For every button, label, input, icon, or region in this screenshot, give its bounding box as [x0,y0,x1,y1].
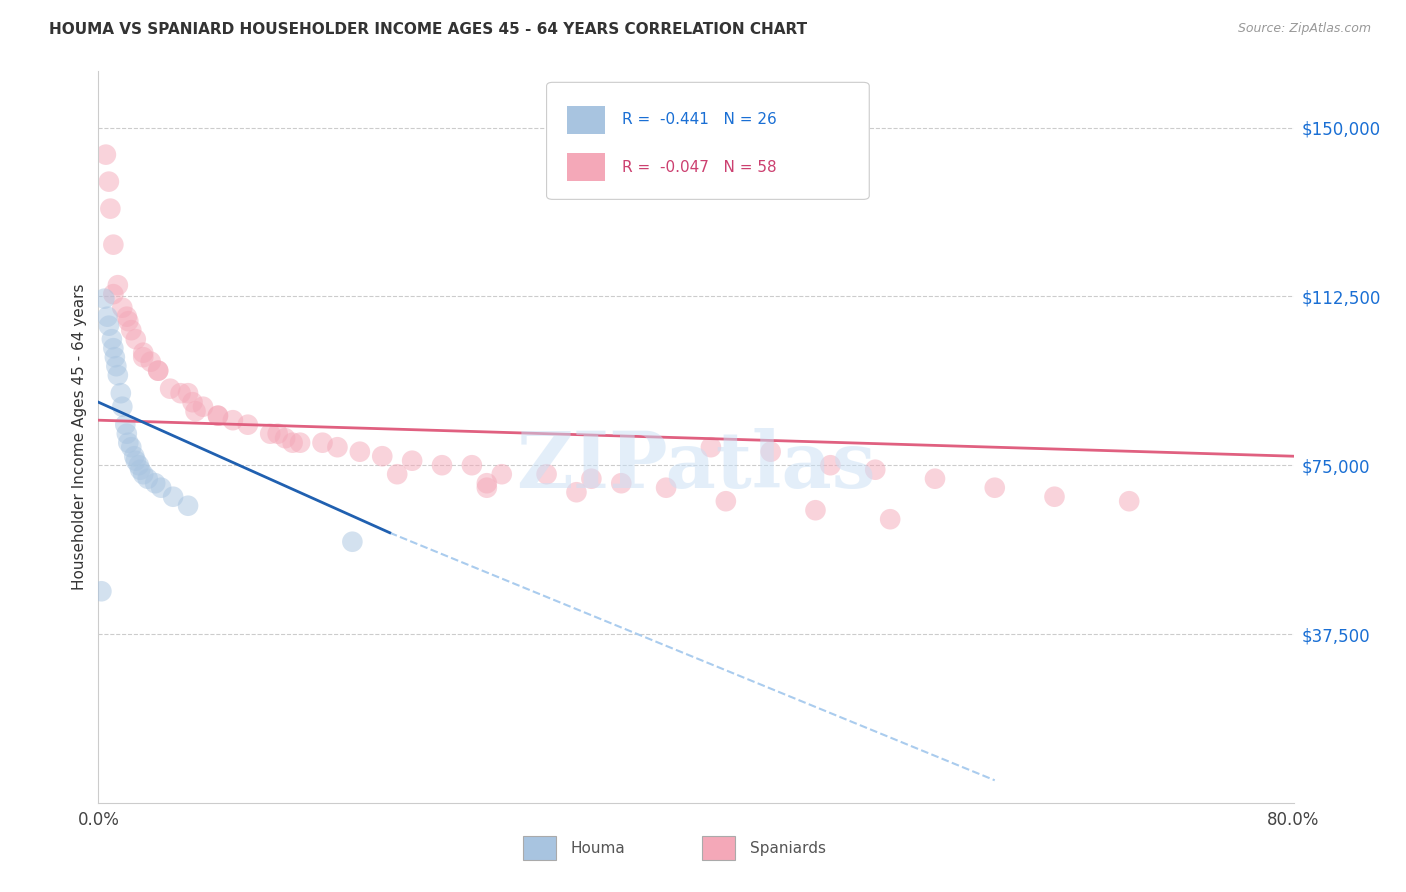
Point [104,350,127,364]
Point [430,458,453,473]
Point [150,481,173,495]
Point [177,499,200,513]
Point [461,458,484,473]
Point [207,409,229,423]
Text: HOUMA VS SPANIARD HOUSEHOLDER INCOME AGES 45 - 64 YEARS CORRELATION CHART: HOUMA VS SPANIARD HOUSEHOLDER INCOME AGE… [49,22,807,37]
Point [184,404,207,418]
Point [281,435,304,450]
Point [222,413,245,427]
Point [148,364,170,378]
Point [159,382,181,396]
Text: Source: ZipAtlas.com: Source: ZipAtlas.com [1237,22,1371,36]
Text: Spaniards: Spaniards [749,840,825,855]
Point [924,472,946,486]
Text: Houma: Houma [571,840,626,855]
Point [120,440,142,454]
Point [111,301,134,315]
Point [97,318,120,333]
Point [311,435,333,450]
Text: ZIPatlas: ZIPatlas [516,428,876,504]
Point [804,503,827,517]
Point [125,453,148,467]
Point [114,417,136,432]
Point [107,368,129,383]
Point [139,354,162,368]
Point [162,490,184,504]
Point [136,472,159,486]
Point [207,409,229,423]
Point [491,467,513,482]
Point [349,444,371,458]
Point [181,395,204,409]
Point [97,175,120,189]
Point [128,458,150,473]
Point [103,237,125,252]
Point [581,472,603,486]
FancyBboxPatch shape [567,153,605,181]
Point [288,435,311,450]
Point [115,310,138,324]
Point [103,287,125,301]
Point [401,453,423,467]
Point [129,463,152,477]
Point [124,449,146,463]
Point [96,310,118,324]
Point [610,476,633,491]
Point [342,534,364,549]
Point [105,359,128,374]
Point [107,278,129,293]
FancyBboxPatch shape [567,106,605,134]
Point [117,435,139,450]
FancyBboxPatch shape [702,837,735,860]
Point [125,332,148,346]
Point [371,449,394,463]
Point [90,584,112,599]
Point [103,341,125,355]
FancyBboxPatch shape [523,837,557,860]
Point [132,350,155,364]
Point [110,386,132,401]
Point [177,386,200,401]
Point [475,476,498,491]
Point [700,440,723,454]
Point [385,467,409,482]
Point [115,426,138,441]
Point [865,463,887,477]
Point [101,332,124,346]
Point [1043,490,1066,504]
Point [143,476,166,491]
Point [1118,494,1140,508]
Point [98,202,122,216]
Point [714,494,737,508]
Point [984,481,1007,495]
Point [117,314,139,328]
Point [326,440,349,454]
Point [879,512,901,526]
Point [820,458,842,473]
Point [191,400,214,414]
Point [759,444,782,458]
FancyBboxPatch shape [547,82,869,200]
Point [93,292,115,306]
Point [259,426,281,441]
Point [148,364,170,378]
Point [120,323,142,337]
Point [236,417,259,432]
Text: R =  -0.047   N = 58: R = -0.047 N = 58 [621,160,776,175]
Point [536,467,558,482]
Point [94,147,117,161]
Point [169,386,191,401]
Point [132,345,155,359]
Point [655,481,678,495]
Text: R =  -0.441   N = 26: R = -0.441 N = 26 [621,112,776,128]
Point [267,426,290,441]
Point [565,485,588,500]
Y-axis label: Householder Income Ages 45 - 64 years: Householder Income Ages 45 - 64 years [72,284,87,591]
Point [132,467,155,482]
Point [111,400,134,414]
Point [274,431,297,445]
Point [475,481,498,495]
